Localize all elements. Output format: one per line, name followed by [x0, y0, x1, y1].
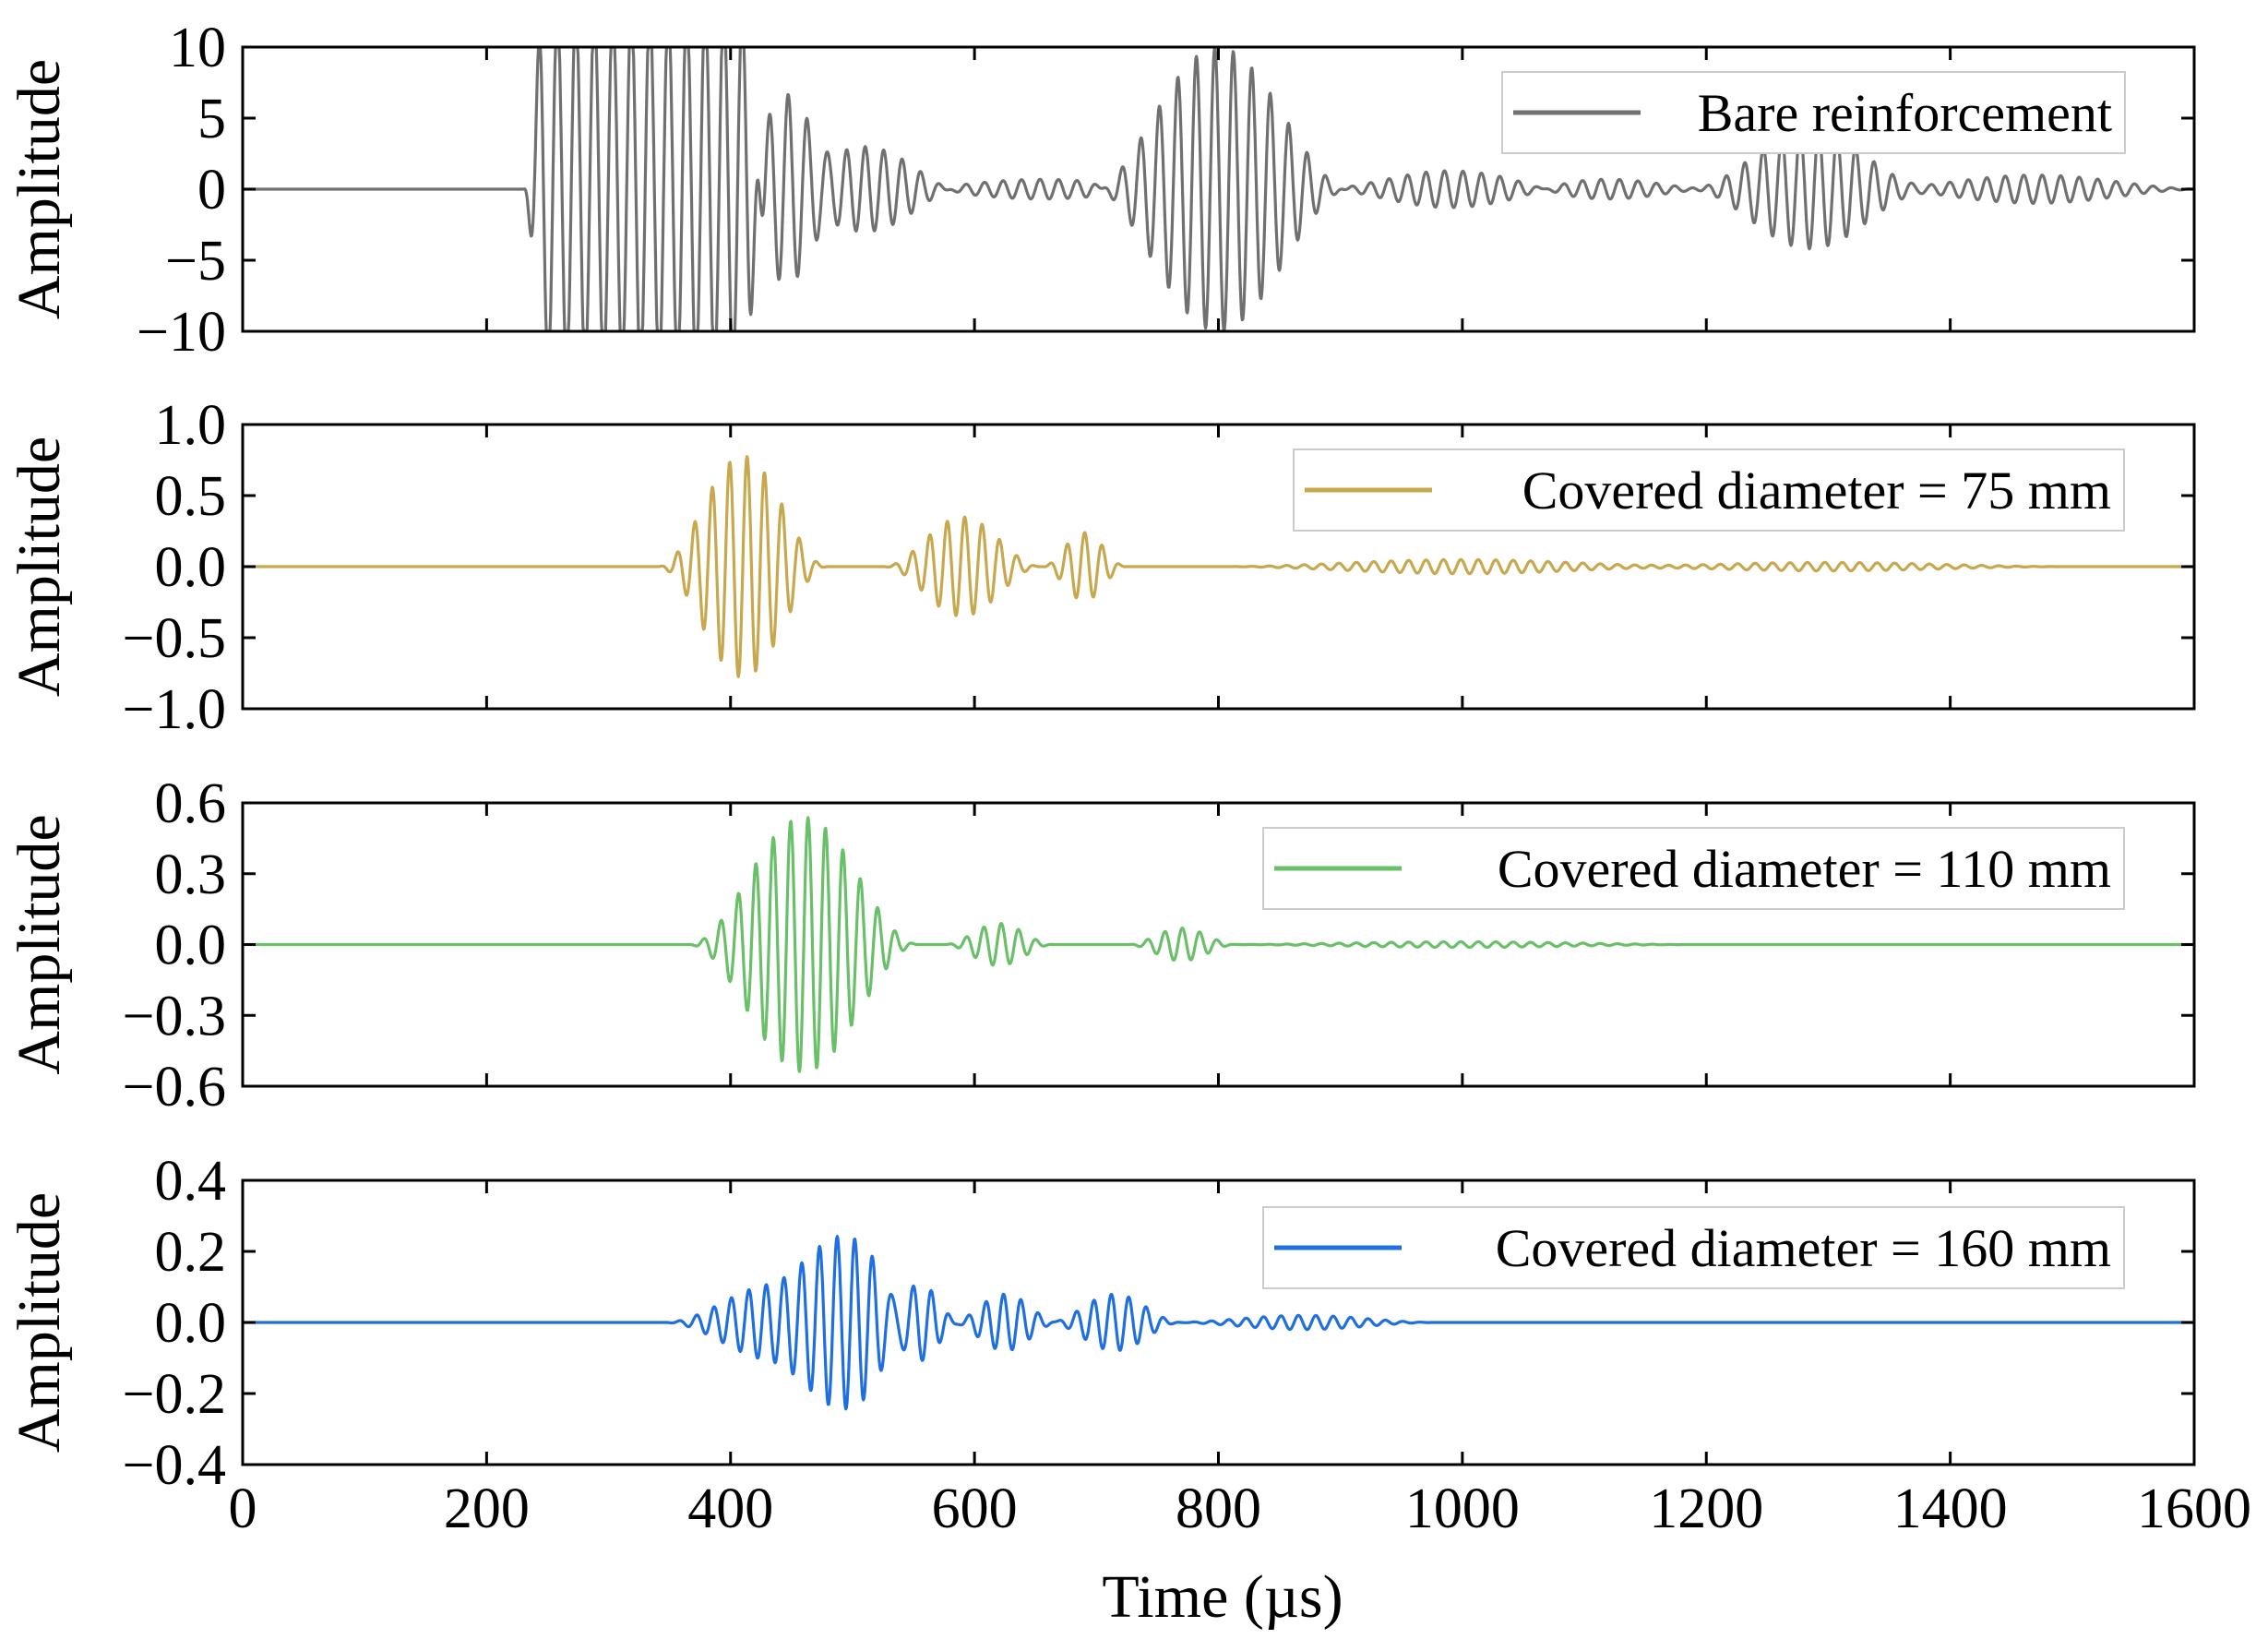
y-tick-label: 5 [197, 88, 226, 150]
x-tick-label: 0 [229, 1477, 257, 1540]
series-line-2-1 [243, 455, 2194, 678]
panels: −10 −5 0 5 10 Amplitude Bare reinforcement −1.0… [6, 17, 2251, 1540]
y-axis-title-2: Amplitude [6, 437, 73, 697]
y-axis-title-3: Amplitude [6, 814, 73, 1074]
y-tick-label: 0.5 [155, 465, 227, 528]
legend-box [1262, 827, 2125, 910]
legend-3: Covered diameter = 110 mm [1262, 827, 2125, 910]
y-tick-label: 0.6 [155, 772, 227, 835]
y-tick-label: 0.2 [155, 1221, 227, 1284]
y-tick-label: −5 [165, 230, 226, 293]
x-tick-label: 1400 [1893, 1477, 2008, 1540]
y-tick-label: −0.4 [123, 1434, 226, 1497]
y-tick-label: 1.0 [155, 394, 227, 457]
x-tick-label: 200 [444, 1477, 530, 1540]
x-tick-label: 1600 [2137, 1477, 2251, 1540]
y-tick-label: −0.2 [123, 1363, 226, 1426]
y-tick-label: −0.5 [123, 607, 226, 670]
legend-label: Covered diameter = 160 mm [1496, 1218, 2111, 1278]
legend-label: Bare reinforcement [1698, 83, 2112, 143]
y-axis-title-4: Amplitude [6, 1192, 73, 1453]
x-tick-label: 400 [687, 1477, 773, 1540]
legend-label: Covered diameter = 110 mm [1498, 839, 2111, 899]
legend-2: Covered diameter = 75 mm [1293, 449, 2125, 532]
y-tick-label: −10 [137, 301, 226, 364]
y-axis-title-1: Amplitude [6, 59, 73, 319]
panel-3: −0.6 −0.3 0.0 0.3 0.6 Amplitude Covered diamet… [6, 772, 2196, 1119]
legend-4: Covered diameter = 160 mm [1262, 1206, 2125, 1289]
y-tick-label: −0.6 [123, 1056, 226, 1119]
series-line-4-1 [243, 1235, 2194, 1411]
legend-label: Covered diameter = 75 mm [1522, 461, 2111, 520]
legend-1: Bare reinforcement [1501, 71, 2126, 154]
x-tick-label: 800 [1176, 1477, 1261, 1540]
series-line-3-1 [243, 816, 2194, 1073]
y-tick-label: −0.3 [123, 985, 226, 1047]
panel-4: 0 200 400 600 800 1000 1200 1400 1600 −0.4 −0.2 0.0… [6, 1150, 2251, 1540]
x-tick-label: 600 [932, 1477, 1018, 1540]
y-tick-label: 0 [197, 159, 226, 221]
y-tick-label: 0.0 [155, 915, 227, 977]
panel-2: −1.0 −0.5 0.0 0.5 1.0 Amplitude Covered diamet… [6, 394, 2196, 741]
legend-box [1262, 1206, 2125, 1289]
y-tick-label: 0.0 [155, 536, 227, 599]
y-tick-label: 0.3 [155, 843, 227, 906]
x-tick-label: 1200 [1649, 1477, 1763, 1540]
y-tick-label: 0.4 [155, 1150, 227, 1213]
panel-1: −10 −5 0 5 10 Amplitude Bare reinforcement [6, 17, 2196, 364]
series-line-1-1 [243, 47, 2194, 331]
y-tick-label: 0.0 [155, 1292, 227, 1355]
x-axis-title: Time (µs) [1102, 1563, 1343, 1631]
y-tick-label: 10 [169, 17, 226, 79]
x-tick-label: 1000 [1405, 1477, 1520, 1540]
y-tick-label: −1.0 [123, 678, 226, 741]
